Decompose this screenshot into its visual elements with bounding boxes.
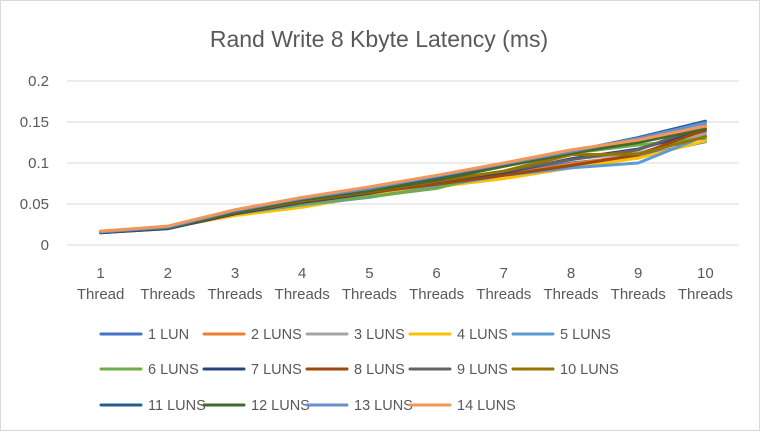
x-tick-label: Threads [140,286,195,303]
gridlines [67,80,739,246]
x-tick-label: Threads [611,286,666,303]
series-lines [99,119,707,235]
legend-label: 5 LUNS [560,327,611,343]
x-tick-label: Threads [275,286,330,303]
legend-label: 10 LUNS [560,362,619,378]
legend-label: 2 LUNS [251,327,302,343]
legend-item: 3 LUNS [305,327,405,343]
x-tick-label: Threads [409,286,464,303]
legend-label: 12 LUNS [251,398,310,414]
y-axis-ticks: 0 0.05 0.1 0.15 0.2 [20,73,49,254]
y-tick-label: 0 [41,237,49,254]
legend-item: 6 LUNS [99,362,199,378]
legend: 1 LUN 2 LUNS 3 LUNS 4 LUNS 5 LUNS 6 LUNS 7 LUN… [99,327,619,414]
x-tick-label: Threads [207,286,262,303]
legend-item: 8 LUNS [305,362,405,378]
legend-item: 2 LUNS [202,327,302,343]
x-tick-label: 7 [500,265,508,282]
legend-item: 4 LUNS [408,327,508,343]
legend-item: 11 LUNS [99,398,206,414]
legend-label: 9 LUNS [457,362,508,378]
x-tick-label: 9 [634,265,642,282]
x-tick-label: Threads [476,286,531,303]
y-tick-label: 0.1 [28,155,49,172]
x-tick-label: 4 [298,265,306,282]
series-line-13-luns [99,121,707,234]
x-tick-label: 5 [365,265,373,282]
y-tick-label: 0.15 [20,114,49,131]
x-tick-label: Threads [342,286,397,303]
legend-item: 5 LUNS [511,327,611,343]
series-line-11-luns [99,119,707,234]
x-tick-label: 2 [164,265,172,282]
series-line-14-luns [99,124,707,233]
legend-item: 1 LUN [99,327,189,343]
legend-label: 4 LUNS [457,327,508,343]
x-tick-label: Thread [77,286,125,303]
y-tick-label: 0.2 [28,73,49,90]
legend-item: 10 LUNS [511,362,619,378]
x-axis-ticks: 1 Thread 2 Threads 3 Threads 4 Threads 5 Threads 6… [77,265,733,303]
legend-label: 1 LUN [148,327,189,343]
legend-label: 14 LUNS [457,398,516,414]
legend-item: 13 LUNS [305,398,413,414]
x-tick-label: Threads [543,286,598,303]
legend-item: 14 LUNS [408,398,516,414]
x-tick-label: 6 [432,265,440,282]
legend-label: 13 LUNS [354,398,413,414]
y-tick-label: 0.05 [20,196,49,213]
legend-item: 12 LUNS [202,398,310,414]
x-tick-label: 10 [697,265,714,282]
x-tick-label: Threads [678,286,733,303]
legend-label: 6 LUNS [148,362,199,378]
legend-label: 7 LUNS [251,362,302,378]
legend-item: 9 LUNS [408,362,508,378]
legend-item: 7 LUNS [202,362,302,378]
chart-title: Rand Write 8 Kbyte Latency (ms) [210,26,548,52]
legend-label: 3 LUNS [354,327,405,343]
legend-label: 8 LUNS [354,362,405,378]
legend-label: 11 LUNS [148,398,206,414]
x-tick-label: 8 [567,265,575,282]
x-tick-label: 3 [231,265,239,282]
x-tick-label: 1 [96,265,104,282]
